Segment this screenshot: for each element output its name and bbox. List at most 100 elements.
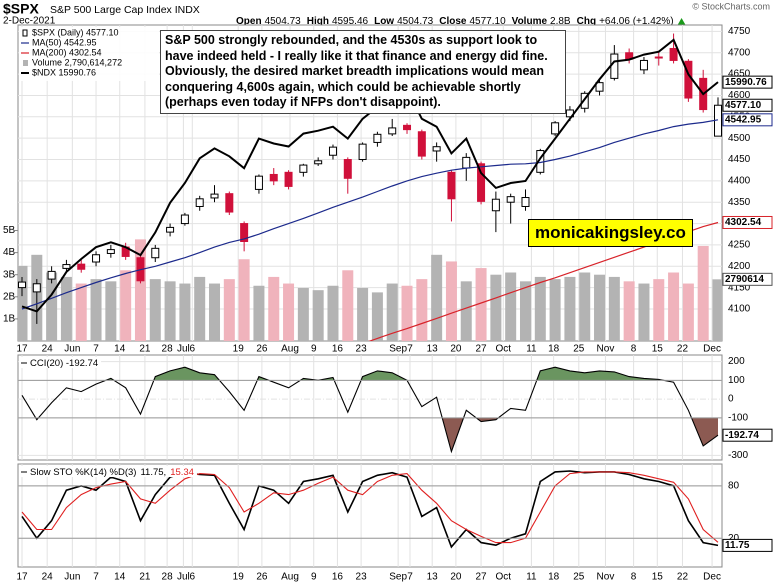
y-tick-label: 0 — [728, 394, 734, 405]
x-tick-label: Sep — [389, 344, 407, 355]
candle-body — [180, 214, 189, 225]
x-tick-label: 24 — [42, 572, 54, 583]
band-area — [105, 367, 664, 381]
volume-tick-label: 5B — [3, 225, 16, 236]
x-tick-label: Oct — [495, 344, 511, 355]
x-tick-label: 7 — [407, 344, 413, 355]
x-tick-label: 11 — [526, 344, 537, 355]
x-tick-label: 27 — [476, 344, 488, 355]
volume-bar — [668, 272, 680, 341]
legend-label: Slow STO %K(14) %D(3) 11.75, 15.34 — [30, 467, 194, 478]
legend-label: $SPX (Daily) 4577.10 — [32, 27, 119, 37]
y-tick-label: 4600 — [728, 90, 751, 101]
x-tick-label: Jun — [64, 344, 80, 355]
x-tick-label: Nov — [597, 572, 615, 583]
volume-bar — [519, 281, 531, 341]
value-tag-box — [722, 75, 773, 89]
value-tag-box — [722, 428, 773, 442]
volume-tick-label: 4B — [3, 247, 16, 258]
x-tick-label: 15 — [652, 344, 664, 355]
x-tick-label: Sep — [389, 572, 407, 583]
volume-bar — [90, 279, 102, 341]
x-tick-label: Jul — [177, 572, 190, 583]
volume-bar — [223, 279, 235, 341]
candle-body — [47, 270, 56, 280]
x-tick-label: 13 — [427, 344, 439, 355]
x-tick-label: 19 — [233, 572, 245, 583]
x-tick-label: 20 — [450, 572, 462, 583]
x-tick-label: 14 — [114, 572, 126, 583]
volume-bar — [594, 274, 606, 341]
x-tick-label: Jul — [177, 344, 190, 355]
candle-body — [477, 163, 486, 202]
volume-bar — [312, 290, 324, 341]
candle-body — [299, 164, 308, 173]
candle-body — [462, 156, 471, 169]
volume-bar — [46, 272, 58, 341]
volume-bar — [105, 281, 117, 341]
value-tag-box — [722, 215, 773, 229]
volume-bar — [638, 283, 650, 341]
y-tick-label: 4500 — [728, 133, 751, 144]
x-tick-label: 25 — [573, 344, 585, 355]
plot — [21, 470, 719, 549]
y-tick-label: 4700 — [728, 47, 751, 58]
x-tick-label: 26 — [256, 344, 268, 355]
candle-body — [254, 175, 263, 190]
x-tick-label: 15 — [652, 572, 664, 583]
volume-bar — [194, 276, 206, 341]
volume-tick-label: 2B — [3, 291, 16, 302]
candle-body — [62, 264, 71, 269]
volume-bar — [445, 261, 457, 341]
volume-bar — [297, 287, 309, 341]
candle-body — [580, 92, 589, 109]
y-tick-label: 80 — [728, 480, 740, 491]
quote-label: Volume — [512, 16, 548, 27]
x-tick-label: 7 — [93, 572, 99, 583]
candle-body — [610, 53, 619, 79]
quote-value: 4504.73 — [397, 16, 434, 27]
series-line — [21, 366, 719, 454]
candle-body — [77, 263, 86, 270]
x-tick-label: Dec — [703, 344, 721, 355]
quote-label: High — [307, 16, 329, 27]
value-tag-box — [722, 272, 773, 286]
volume-bar — [238, 259, 250, 341]
quote-label: Low — [374, 16, 394, 27]
volume-bar — [120, 270, 132, 341]
value-tag: -192.74 — [725, 430, 759, 441]
chart-title: $SPX — [3, 1, 39, 17]
legend-swatch — [23, 60, 28, 66]
plot — [18, 33, 722, 341]
quote-value: +64.06 (+1.42%) — [599, 16, 674, 27]
up-arrow — [677, 18, 686, 25]
y-tick-label: 4400 — [728, 176, 751, 187]
candle-body — [432, 146, 441, 152]
volume-bar — [697, 245, 709, 341]
volume-bar — [549, 279, 561, 341]
volume-bar — [712, 279, 722, 341]
candle-body — [417, 131, 426, 157]
volume-bar — [60, 276, 72, 341]
x-tick-label: 21 — [139, 572, 151, 583]
volume-tick-label: 1B — [3, 314, 16, 325]
x-tick-label: 19 — [233, 344, 245, 355]
x-tick-label: 22 — [677, 572, 689, 583]
y-tick-label: -100 — [728, 412, 748, 423]
candle-body — [18, 281, 26, 289]
y-tick-label: 4200 — [728, 261, 751, 272]
x-tick-label: 6 — [190, 344, 196, 355]
volume-bar — [460, 281, 472, 341]
candle-body — [328, 146, 337, 156]
watermark: © StockCharts.com — [692, 1, 770, 11]
volume-bar — [505, 272, 517, 341]
legend-swatch — [22, 29, 28, 37]
candle-body — [373, 133, 382, 143]
x-tick-label: 16 — [332, 344, 344, 355]
x-tick-label: Nov — [597, 344, 615, 355]
candle-body — [595, 82, 604, 92]
volume-bar — [564, 276, 576, 341]
quote-label: Close — [439, 16, 467, 27]
x-tick-label: 8 — [631, 344, 637, 355]
